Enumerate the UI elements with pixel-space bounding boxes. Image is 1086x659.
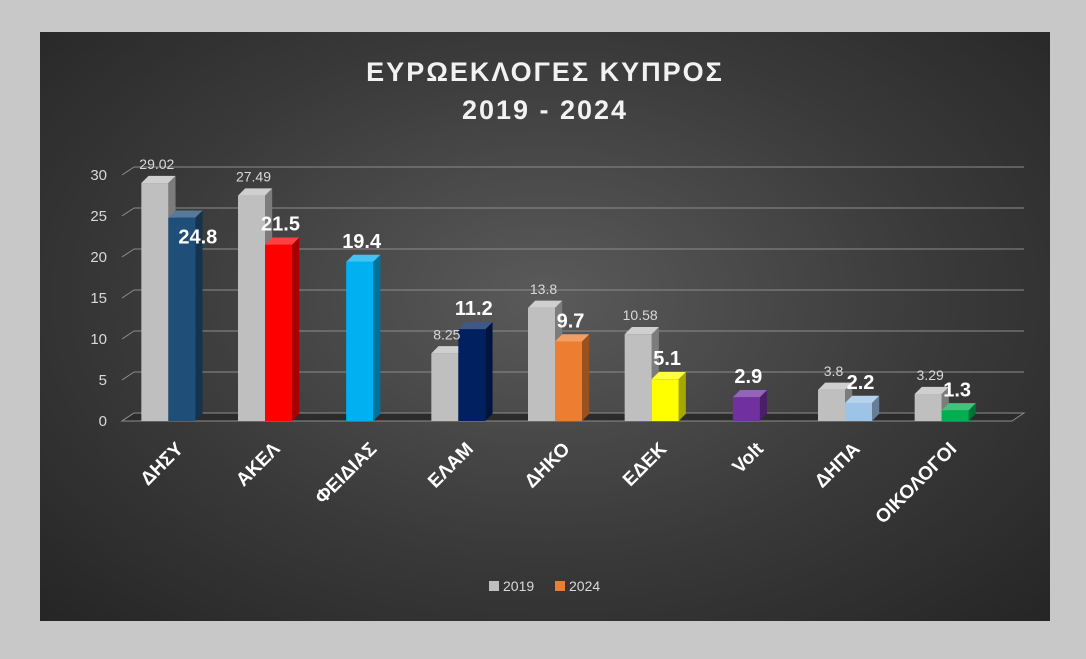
category-label: ΑΚΕΛ — [232, 438, 284, 490]
gridline-depth — [121, 207, 135, 217]
legend-label: 2024 — [569, 578, 600, 594]
chart-subtitle: 2019 - 2024 — [462, 95, 628, 125]
bar-2024-1 — [265, 237, 300, 421]
category-label: Volt — [729, 438, 769, 478]
data-label-2019: 3.29 — [917, 367, 944, 383]
bar-2024-3 — [458, 321, 493, 421]
category-label: ΔΗΚΟ — [521, 439, 575, 493]
data-label-2024: 11.2 — [455, 298, 493, 320]
category-label: ΟΙΚΟΛΟΓΟΙ — [872, 439, 962, 529]
category-label: ΦΕΙΔΙΑΣ — [311, 439, 381, 509]
gridline-depth — [121, 371, 135, 381]
bar-2024-2 — [346, 254, 381, 421]
bar-2024-6 — [732, 390, 768, 421]
legend-label: 2019 — [503, 578, 534, 594]
y-axis: 0 5 10 15 20 25 30 — [90, 167, 107, 430]
legend: 2019 2024 — [489, 578, 600, 594]
bar-2024-4 — [555, 334, 590, 421]
data-labels: 29.02 24.8 27.49 21.5 19.4 8.25 11.2 13.89.7 10.… — [139, 156, 971, 401]
gridline-depth — [121, 166, 135, 176]
y-tick-label: 30 — [90, 167, 107, 184]
y-tick-label: 5 — [99, 372, 107, 389]
y-tick-label: 15 — [90, 290, 107, 307]
legend-swatch — [489, 581, 499, 591]
gridline-depth — [121, 248, 135, 258]
gridline-depth — [121, 330, 135, 340]
y-tick-label: 25 — [90, 208, 107, 225]
data-label-2024: 1.3 — [943, 379, 971, 401]
bar-2024-7 — [845, 395, 880, 421]
chart-svg: ΕΥΡΩΕΚΛΟΓΕΣ ΚΥΠΡΟΣ 2019 - 2024 051015202… — [90, 57, 1026, 594]
data-label-2024: 19.4 — [342, 231, 382, 253]
data-label-2024: 24.8 — [178, 227, 217, 249]
category-label: ΔΗΣΥ — [137, 438, 188, 489]
data-label-2024: 2.2 — [847, 372, 875, 394]
data-label-2019: 29.02 — [139, 156, 174, 172]
data-label-2024: 2.9 — [734, 366, 762, 388]
bar-2024-5 — [651, 371, 686, 421]
y-tick-label: 20 — [90, 249, 107, 266]
data-label-2019: 10.58 — [623, 307, 658, 323]
data-label-2019: 3.8 — [824, 363, 844, 379]
bar-2019-5 — [624, 327, 659, 421]
bar-2024-8 — [941, 403, 976, 421]
data-label-2024: 5.1 — [653, 348, 681, 370]
bar-2024-0 — [168, 210, 203, 421]
data-label-2019: 8.25 — [433, 326, 460, 342]
y-tick-label: 0 — [99, 413, 107, 430]
chart-title: ΕΥΡΩΕΚΛΟΓΕΣ ΚΥΠΡΟΣ — [366, 57, 724, 87]
y-tick-label: 10 — [90, 331, 107, 348]
data-label-2019: 13.8 — [530, 281, 557, 297]
legend-swatch — [555, 581, 565, 591]
category-label: ΕΛΑΜ — [424, 439, 478, 493]
data-label-2019: 27.49 — [236, 169, 271, 185]
data-label-2024: 21.5 — [261, 214, 300, 236]
category-label: ΕΔΕΚ — [619, 438, 671, 490]
x-axis: ΔΗΣΥ ΑΚΕΛ ΦΕΙΔΙΑΣ ΕΛΑΜ ΔΗΚΟ ΕΔΕΚ Volt ΔΗΠΑ ΟΙΚΟΛ… — [137, 438, 962, 528]
chart-panel: ΕΥΡΩΕΚΛΟΓΕΣ ΚΥΠΡΟΣ 2019 - 2024 0 5 10 15 20 2… — [40, 32, 1050, 621]
category-label: ΔΗΠΑ — [811, 438, 865, 492]
gridline-depth — [121, 289, 135, 299]
data-label-2024: 9.7 — [557, 310, 585, 332]
bars — [141, 175, 976, 421]
